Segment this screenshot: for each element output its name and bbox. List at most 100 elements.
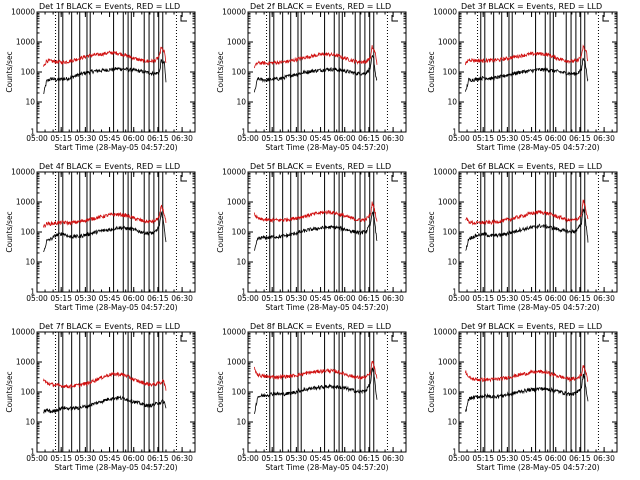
x-tick-label: 05:15 bbox=[472, 134, 494, 143]
y-axis-label: Counts/sec bbox=[427, 371, 436, 412]
series-events-line bbox=[465, 208, 589, 251]
panel-8: 1 10 100 1000 10000 05:00 05:15 05:30 05:45 06:00… bbox=[216, 322, 407, 472]
series-lld-line bbox=[43, 204, 167, 229]
y-tick-label: 10000 bbox=[433, 328, 457, 337]
y-tick-label: 1000 bbox=[227, 38, 246, 47]
x-tick-label: 05:45 bbox=[310, 294, 332, 303]
x-tick-label: 05:30 bbox=[497, 134, 519, 143]
y-tick-label: 1000 bbox=[227, 198, 246, 207]
x-tick-label: 06:15 bbox=[569, 294, 591, 303]
series-events-line bbox=[465, 57, 589, 92]
panel-title: Det 6f BLACK = Events, RED = LLD bbox=[461, 162, 602, 171]
x-tick-label: 05:00 bbox=[237, 294, 259, 303]
y-tick-label: 10000 bbox=[11, 168, 35, 177]
panel-title: Det 8f BLACK = Events, RED = LLD bbox=[250, 322, 391, 331]
y-tick-label: 10 bbox=[236, 418, 246, 427]
x-tick-label: 06:30 bbox=[382, 134, 404, 143]
panel-title: Det 9f BLACK = Events, RED = LLD bbox=[461, 322, 602, 331]
plot-frame bbox=[247, 331, 407, 453]
x-axis-label: Start Time (28-May-05 04:57:20) bbox=[476, 303, 599, 312]
y-axis-label: Counts/sec bbox=[216, 51, 225, 92]
y-tick-label: 100 bbox=[232, 388, 247, 397]
x-tick-label: 05:45 bbox=[521, 454, 543, 463]
series-lld-line bbox=[465, 365, 589, 383]
x-tick-label: 05:45 bbox=[310, 454, 332, 463]
panel-1: 1 10 100 1000 10000 05:00 05:15 05:30 05:45 06:00… bbox=[5, 2, 196, 152]
x-tick-label: 05:15 bbox=[261, 294, 283, 303]
x-tick-label: 06:00 bbox=[545, 294, 567, 303]
panel-title: Det 2f BLACK = Events, RED = LLD bbox=[250, 2, 391, 11]
y-tick-label: 1 bbox=[452, 288, 457, 297]
y-tick-label: 100 bbox=[232, 228, 247, 237]
legend-mark bbox=[602, 15, 609, 22]
x-tick-label: 05:00 bbox=[448, 454, 470, 463]
x-tick-label: 06:30 bbox=[382, 294, 404, 303]
panel-6: 1 10 100 1000 10000 05:00 05:15 05:30 05:45 06:00… bbox=[427, 162, 618, 312]
panel-title: Det 1f BLACK = Events, RED = LLD bbox=[39, 2, 180, 11]
y-tick-label: 10000 bbox=[11, 8, 35, 17]
x-tick-label: 06:30 bbox=[171, 134, 193, 143]
x-tick-label: 05:15 bbox=[261, 454, 283, 463]
y-tick-label: 10000 bbox=[433, 168, 457, 177]
y-tick-label: 1000 bbox=[438, 358, 457, 367]
x-tick-label: 05:00 bbox=[237, 134, 259, 143]
legend-mark bbox=[391, 335, 398, 342]
x-tick-label: 06:30 bbox=[593, 134, 615, 143]
panel-7: 1 10 100 1000 10000 05:00 05:15 05:30 05:45 06:00… bbox=[5, 322, 196, 472]
y-tick-label: 10 bbox=[25, 258, 35, 267]
y-tick-label: 1 bbox=[30, 288, 35, 297]
x-tick-label: 06:30 bbox=[171, 294, 193, 303]
y-axis-label: Counts/sec bbox=[5, 51, 14, 92]
y-tick-label: 100 bbox=[443, 228, 458, 237]
series-lld-line bbox=[465, 199, 589, 226]
y-tick-label: 10 bbox=[447, 258, 457, 267]
x-axis-label: Start Time (28-May-05 04:57:20) bbox=[54, 463, 177, 472]
x-tick-label: 06:00 bbox=[334, 294, 356, 303]
x-axis-label: Start Time (28-May-05 04:57:20) bbox=[54, 303, 177, 312]
series-events-line bbox=[254, 211, 378, 251]
y-axis-label: Counts/sec bbox=[5, 211, 14, 252]
y-tick-label: 1000 bbox=[16, 358, 35, 367]
y-tick-label: 100 bbox=[21, 228, 36, 237]
plot-frame bbox=[36, 331, 196, 453]
x-tick-label: 06:00 bbox=[334, 454, 356, 463]
y-tick-label: 1000 bbox=[438, 38, 457, 47]
y-tick-label: 10000 bbox=[433, 8, 457, 17]
y-tick-label: 10000 bbox=[222, 8, 246, 17]
x-tick-label: 06:15 bbox=[569, 134, 591, 143]
panel-5: 1 10 100 1000 10000 05:00 05:15 05:30 05:45 06:00… bbox=[216, 162, 407, 312]
y-tick-label: 10 bbox=[25, 418, 35, 427]
plot-frame bbox=[36, 11, 196, 133]
series-events-line bbox=[254, 367, 378, 414]
x-axis-label: Start Time (28-May-05 04:57:20) bbox=[265, 303, 388, 312]
y-tick-label: 100 bbox=[443, 68, 458, 77]
x-tick-label: 06:30 bbox=[593, 294, 615, 303]
y-tick-label: 100 bbox=[21, 68, 36, 77]
x-tick-label: 06:30 bbox=[171, 454, 193, 463]
x-tick-label: 06:00 bbox=[123, 454, 145, 463]
legend-mark bbox=[391, 175, 398, 182]
y-axis-label: Counts/sec bbox=[427, 211, 436, 252]
x-tick-label: 05:30 bbox=[497, 454, 519, 463]
panel-title: Det 3f BLACK = Events, RED = LLD bbox=[461, 2, 602, 11]
y-tick-label: 10 bbox=[236, 98, 246, 107]
series-lld-line bbox=[43, 46, 167, 67]
series-events-line bbox=[465, 373, 589, 412]
panel-title: Det 5f BLACK = Events, RED = LLD bbox=[250, 162, 391, 171]
panel-title: Det 4f BLACK = Events, RED = LLD bbox=[39, 162, 180, 171]
y-tick-label: 1000 bbox=[438, 198, 457, 207]
legend-mark bbox=[602, 335, 609, 342]
x-tick-label: 06:15 bbox=[147, 134, 169, 143]
y-tick-label: 1000 bbox=[16, 38, 35, 47]
x-tick-label: 06:00 bbox=[545, 134, 567, 143]
x-tick-label: 05:30 bbox=[286, 134, 308, 143]
panel-9: 1 10 100 1000 10000 05:00 05:15 05:30 05:45 06:00… bbox=[427, 322, 618, 472]
series-lld-line bbox=[254, 201, 378, 224]
panel-title: Det 7f BLACK = Events, RED = LLD bbox=[39, 322, 180, 331]
x-tick-label: 05:30 bbox=[286, 454, 308, 463]
y-tick-label: 10000 bbox=[11, 328, 35, 337]
x-tick-label: 05:30 bbox=[75, 294, 97, 303]
legend-mark bbox=[180, 335, 187, 342]
series-lld-line bbox=[43, 371, 167, 391]
y-tick-label: 1 bbox=[241, 448, 246, 457]
